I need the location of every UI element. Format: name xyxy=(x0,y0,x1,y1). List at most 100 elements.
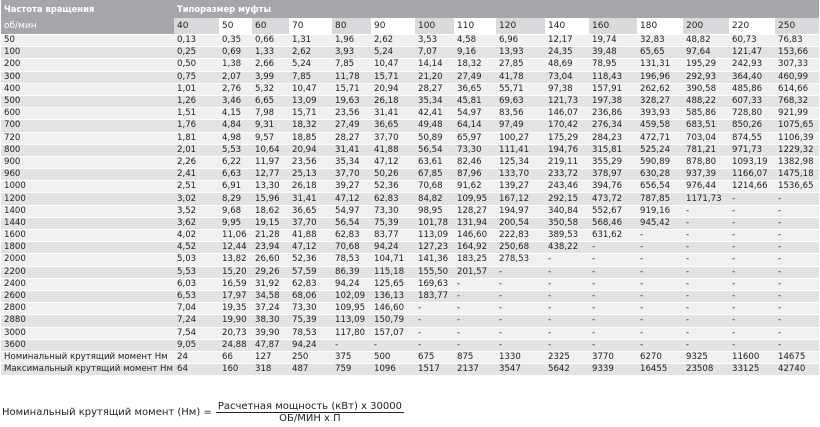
data-row: 800 2,01 5,53 10,64 20,94 31,41 41,88 56,54 73,3… xyxy=(1,143,820,157)
cell: 65,97 xyxy=(454,131,496,145)
cell: 1382,98 xyxy=(775,155,820,169)
cell: 37,70 xyxy=(332,168,371,181)
cell: 113,09 xyxy=(415,228,454,242)
cell: 60,73 xyxy=(729,33,775,47)
cell: 16,59 xyxy=(219,277,252,291)
row-label: 200 xyxy=(1,58,174,72)
cell: 7,98 xyxy=(252,107,289,120)
cell: 242,93 xyxy=(729,58,775,72)
cell: - xyxy=(589,314,637,327)
cell: - xyxy=(545,338,589,352)
cell: 2,51 xyxy=(174,180,219,193)
cell: 160 xyxy=(219,363,252,376)
cell: - xyxy=(332,338,371,352)
cell: 278,53 xyxy=(496,253,545,267)
cell: 62,83 xyxy=(289,277,332,291)
data-row: 2880 7,24 19,90 38,30 75,39 113,09 150,79- - - - -… xyxy=(1,314,820,327)
formula: Номинальный крутящий момент (Нм) = Расче… xyxy=(2,401,404,424)
cell: - xyxy=(589,302,637,315)
cell: - xyxy=(545,314,589,327)
cell: 631,62 xyxy=(589,228,637,242)
data-row: 300 0,75 2,07 3,99 7,85 11,78 15,71 21,20 27,49 4… xyxy=(1,70,820,84)
data-row: 2800 7,04 19,35 37,24 73,30 109,95 146,60- - - - -… xyxy=(1,302,820,315)
cell: 292,15 xyxy=(545,192,589,206)
cell: - xyxy=(545,277,589,291)
size-label: 100 xyxy=(415,18,454,35)
cell: - xyxy=(729,302,775,315)
cell: - xyxy=(683,289,729,303)
header-row: Частота вращения Типоразмер муфты xyxy=(1,0,820,18)
size-label: 70 xyxy=(289,18,332,35)
cell: 1,51 xyxy=(174,107,219,120)
cell: - xyxy=(775,314,820,327)
cell: 614,66 xyxy=(775,82,820,96)
cell: 153,66 xyxy=(775,46,820,59)
cell: 6,96 xyxy=(496,33,545,47)
cell: 9339 xyxy=(589,363,637,376)
cell: 13,93 xyxy=(496,46,545,59)
cell: - xyxy=(371,338,415,352)
cell: 47,12 xyxy=(332,192,371,206)
cell: 3,62 xyxy=(174,216,219,230)
cell: 11,97 xyxy=(252,155,289,169)
cell: 47,12 xyxy=(289,241,332,254)
cell: - xyxy=(729,326,775,340)
cell: 13,82 xyxy=(219,253,252,267)
cell: 128,27 xyxy=(454,204,496,218)
cell: 23,94 xyxy=(252,241,289,254)
cell: 84,82 xyxy=(415,192,454,206)
cell: 55,71 xyxy=(496,82,545,96)
cell: 976,44 xyxy=(683,180,729,193)
cell: 66 xyxy=(219,350,252,364)
row-label: 900 xyxy=(1,155,174,169)
cell: - xyxy=(415,326,454,340)
cell: 1166,07 xyxy=(729,168,775,181)
cell: 155,50 xyxy=(415,265,454,279)
cell: - xyxy=(775,277,820,291)
cell: 32,83 xyxy=(637,33,683,47)
cell: 21,28 xyxy=(252,228,289,242)
cell: 284,23 xyxy=(589,131,637,145)
size-label: 120 xyxy=(496,18,545,35)
cell: 18,32 xyxy=(454,58,496,72)
cell: 15,71 xyxy=(371,70,415,84)
cell: - xyxy=(729,204,775,218)
cell: 20,94 xyxy=(371,82,415,96)
cell: 390,58 xyxy=(683,82,729,96)
cell: - xyxy=(637,302,683,315)
cell: 250 xyxy=(289,350,332,364)
cell: 9,16 xyxy=(454,46,496,59)
cell: 26,60 xyxy=(252,253,289,267)
cell: 328,27 xyxy=(637,94,683,108)
cell: 136,13 xyxy=(371,289,415,303)
cell: 73,30 xyxy=(454,143,496,157)
cell: 874,55 xyxy=(729,131,775,145)
cell: 9,95 xyxy=(219,216,252,230)
cell: 19,35 xyxy=(219,302,252,315)
cell: 18,62 xyxy=(252,204,289,218)
cell: 1106,39 xyxy=(775,131,820,145)
cell: - xyxy=(454,302,496,315)
cell: - xyxy=(775,326,820,340)
cell: 25,13 xyxy=(289,168,332,181)
cell: 94,24 xyxy=(289,338,332,352)
cell: 78,95 xyxy=(589,58,637,72)
cell: 73,30 xyxy=(371,204,415,218)
data-row: Номинальный крутящий момент Нм 24 66 127 250… xyxy=(1,350,820,364)
data-row: 700 1,76 4,84 9,31 18,32 27,49 36,65 49,48 64,14… xyxy=(1,119,820,132)
cell: 98,95 xyxy=(415,204,454,218)
data-row: 720 1,81 4,98 9,57 18,85 28,27 37,70 50,89 65,97… xyxy=(1,131,820,145)
cell: 109,95 xyxy=(454,192,496,206)
cell: 1096 xyxy=(371,363,415,376)
cell: 3,52 xyxy=(174,204,219,218)
cell: 27,85 xyxy=(496,58,545,72)
cell: 47,87 xyxy=(252,338,289,352)
cell: - xyxy=(589,253,637,267)
cell: 1093,19 xyxy=(729,155,775,169)
cell: - xyxy=(729,228,775,242)
cell: 850,26 xyxy=(729,119,775,132)
cell: 9,68 xyxy=(219,204,252,218)
cell: 1,01 xyxy=(174,82,219,96)
cell: 728,80 xyxy=(729,107,775,120)
cell: 525,24 xyxy=(637,143,683,157)
